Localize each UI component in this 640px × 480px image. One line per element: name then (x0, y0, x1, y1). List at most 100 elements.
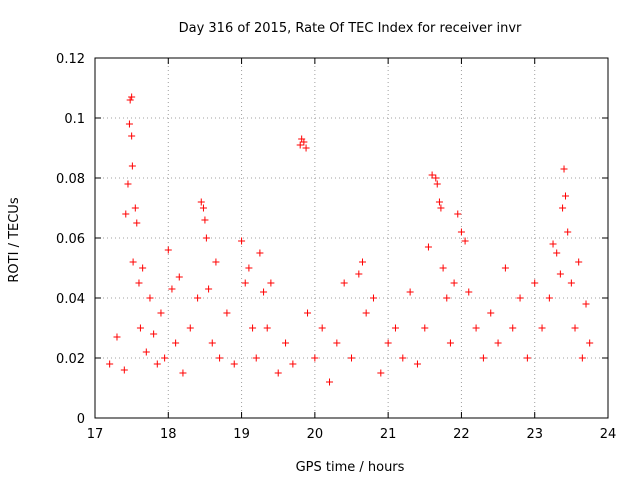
data-point (179, 369, 187, 377)
chart-title: Day 316 of 2015, Rate Of TEC Index for r… (179, 21, 522, 36)
data-point (355, 270, 363, 278)
data-points (106, 93, 594, 386)
x-axis-label: GPS time / hours (296, 460, 405, 475)
data-point (494, 339, 502, 347)
data-point (142, 348, 150, 356)
data-point (175, 273, 183, 281)
data-point (509, 324, 517, 332)
data-point (245, 264, 253, 272)
data-point (223, 309, 231, 317)
data-point (296, 141, 304, 149)
data-point (186, 324, 194, 332)
data-point (582, 300, 590, 308)
data-point (384, 339, 392, 347)
y-tick-label: 0.02 (56, 352, 85, 367)
data-point (446, 339, 454, 347)
data-point (139, 264, 147, 272)
data-point (377, 369, 385, 377)
data-point (216, 354, 224, 362)
x-tick-label: 22 (453, 427, 470, 442)
data-point (172, 339, 180, 347)
data-point (432, 174, 440, 182)
data-point (369, 294, 377, 302)
data-point (304, 309, 312, 317)
data-point (131, 204, 139, 212)
data-point (199, 204, 207, 212)
data-point (106, 360, 114, 368)
data-point (560, 165, 568, 173)
data-point (164, 246, 172, 254)
data-point (487, 309, 495, 317)
y-axis-label: ROTI / TECUs (7, 197, 22, 282)
data-point (129, 258, 137, 266)
data-point (465, 288, 473, 296)
data-point (260, 288, 268, 296)
data-point (428, 171, 436, 179)
data-point (289, 360, 297, 368)
data-point (437, 204, 445, 212)
data-point (153, 360, 161, 368)
data-point (302, 144, 310, 152)
data-point (571, 324, 579, 332)
data-point (136, 324, 144, 332)
data-point (128, 162, 136, 170)
data-point (241, 279, 249, 287)
data-point (553, 249, 561, 257)
data-point (208, 339, 216, 347)
data-point (168, 285, 176, 293)
data-point (421, 324, 429, 332)
data-point (326, 378, 334, 386)
data-point (252, 354, 260, 362)
data-point (435, 198, 443, 206)
data-point (391, 324, 399, 332)
y-tick-label: 0.12 (56, 52, 85, 67)
data-point (125, 120, 133, 128)
data-point (479, 354, 487, 362)
data-point (230, 360, 238, 368)
data-point (282, 339, 290, 347)
x-tick-label: 20 (307, 427, 324, 442)
data-point (501, 264, 509, 272)
data-point (238, 237, 246, 245)
data-point (523, 354, 531, 362)
x-tick-label: 19 (233, 427, 250, 442)
data-point (443, 294, 451, 302)
data-point (575, 258, 583, 266)
x-tick-label: 18 (160, 427, 177, 442)
data-point (348, 354, 355, 362)
data-point (126, 96, 134, 104)
data-point (133, 219, 141, 227)
data-point (578, 354, 586, 362)
data-point (161, 354, 169, 362)
data-point (212, 258, 220, 266)
x-tick-label: 17 (87, 427, 104, 442)
data-point (406, 288, 414, 296)
data-point (556, 270, 564, 278)
data-point (311, 354, 319, 362)
y-tick-label: 0.06 (56, 232, 85, 247)
data-point (113, 333, 121, 341)
data-point (263, 324, 271, 332)
data-point (439, 264, 447, 272)
data-point (124, 180, 132, 188)
data-point (150, 330, 158, 338)
data-point (433, 180, 441, 188)
data-point (135, 279, 143, 287)
data-point (256, 249, 264, 257)
x-tick-label: 21 (380, 427, 397, 442)
data-point (424, 243, 432, 251)
x-tick-label: 24 (600, 427, 617, 442)
data-point (249, 324, 257, 332)
data-point (128, 93, 136, 101)
data-point (472, 324, 480, 332)
data-point (358, 258, 366, 266)
data-point (531, 279, 539, 287)
data-point (457, 228, 465, 236)
data-point (516, 294, 524, 302)
data-point (413, 360, 421, 368)
data-point (128, 132, 136, 140)
data-point (538, 324, 546, 332)
data-point (561, 192, 569, 200)
